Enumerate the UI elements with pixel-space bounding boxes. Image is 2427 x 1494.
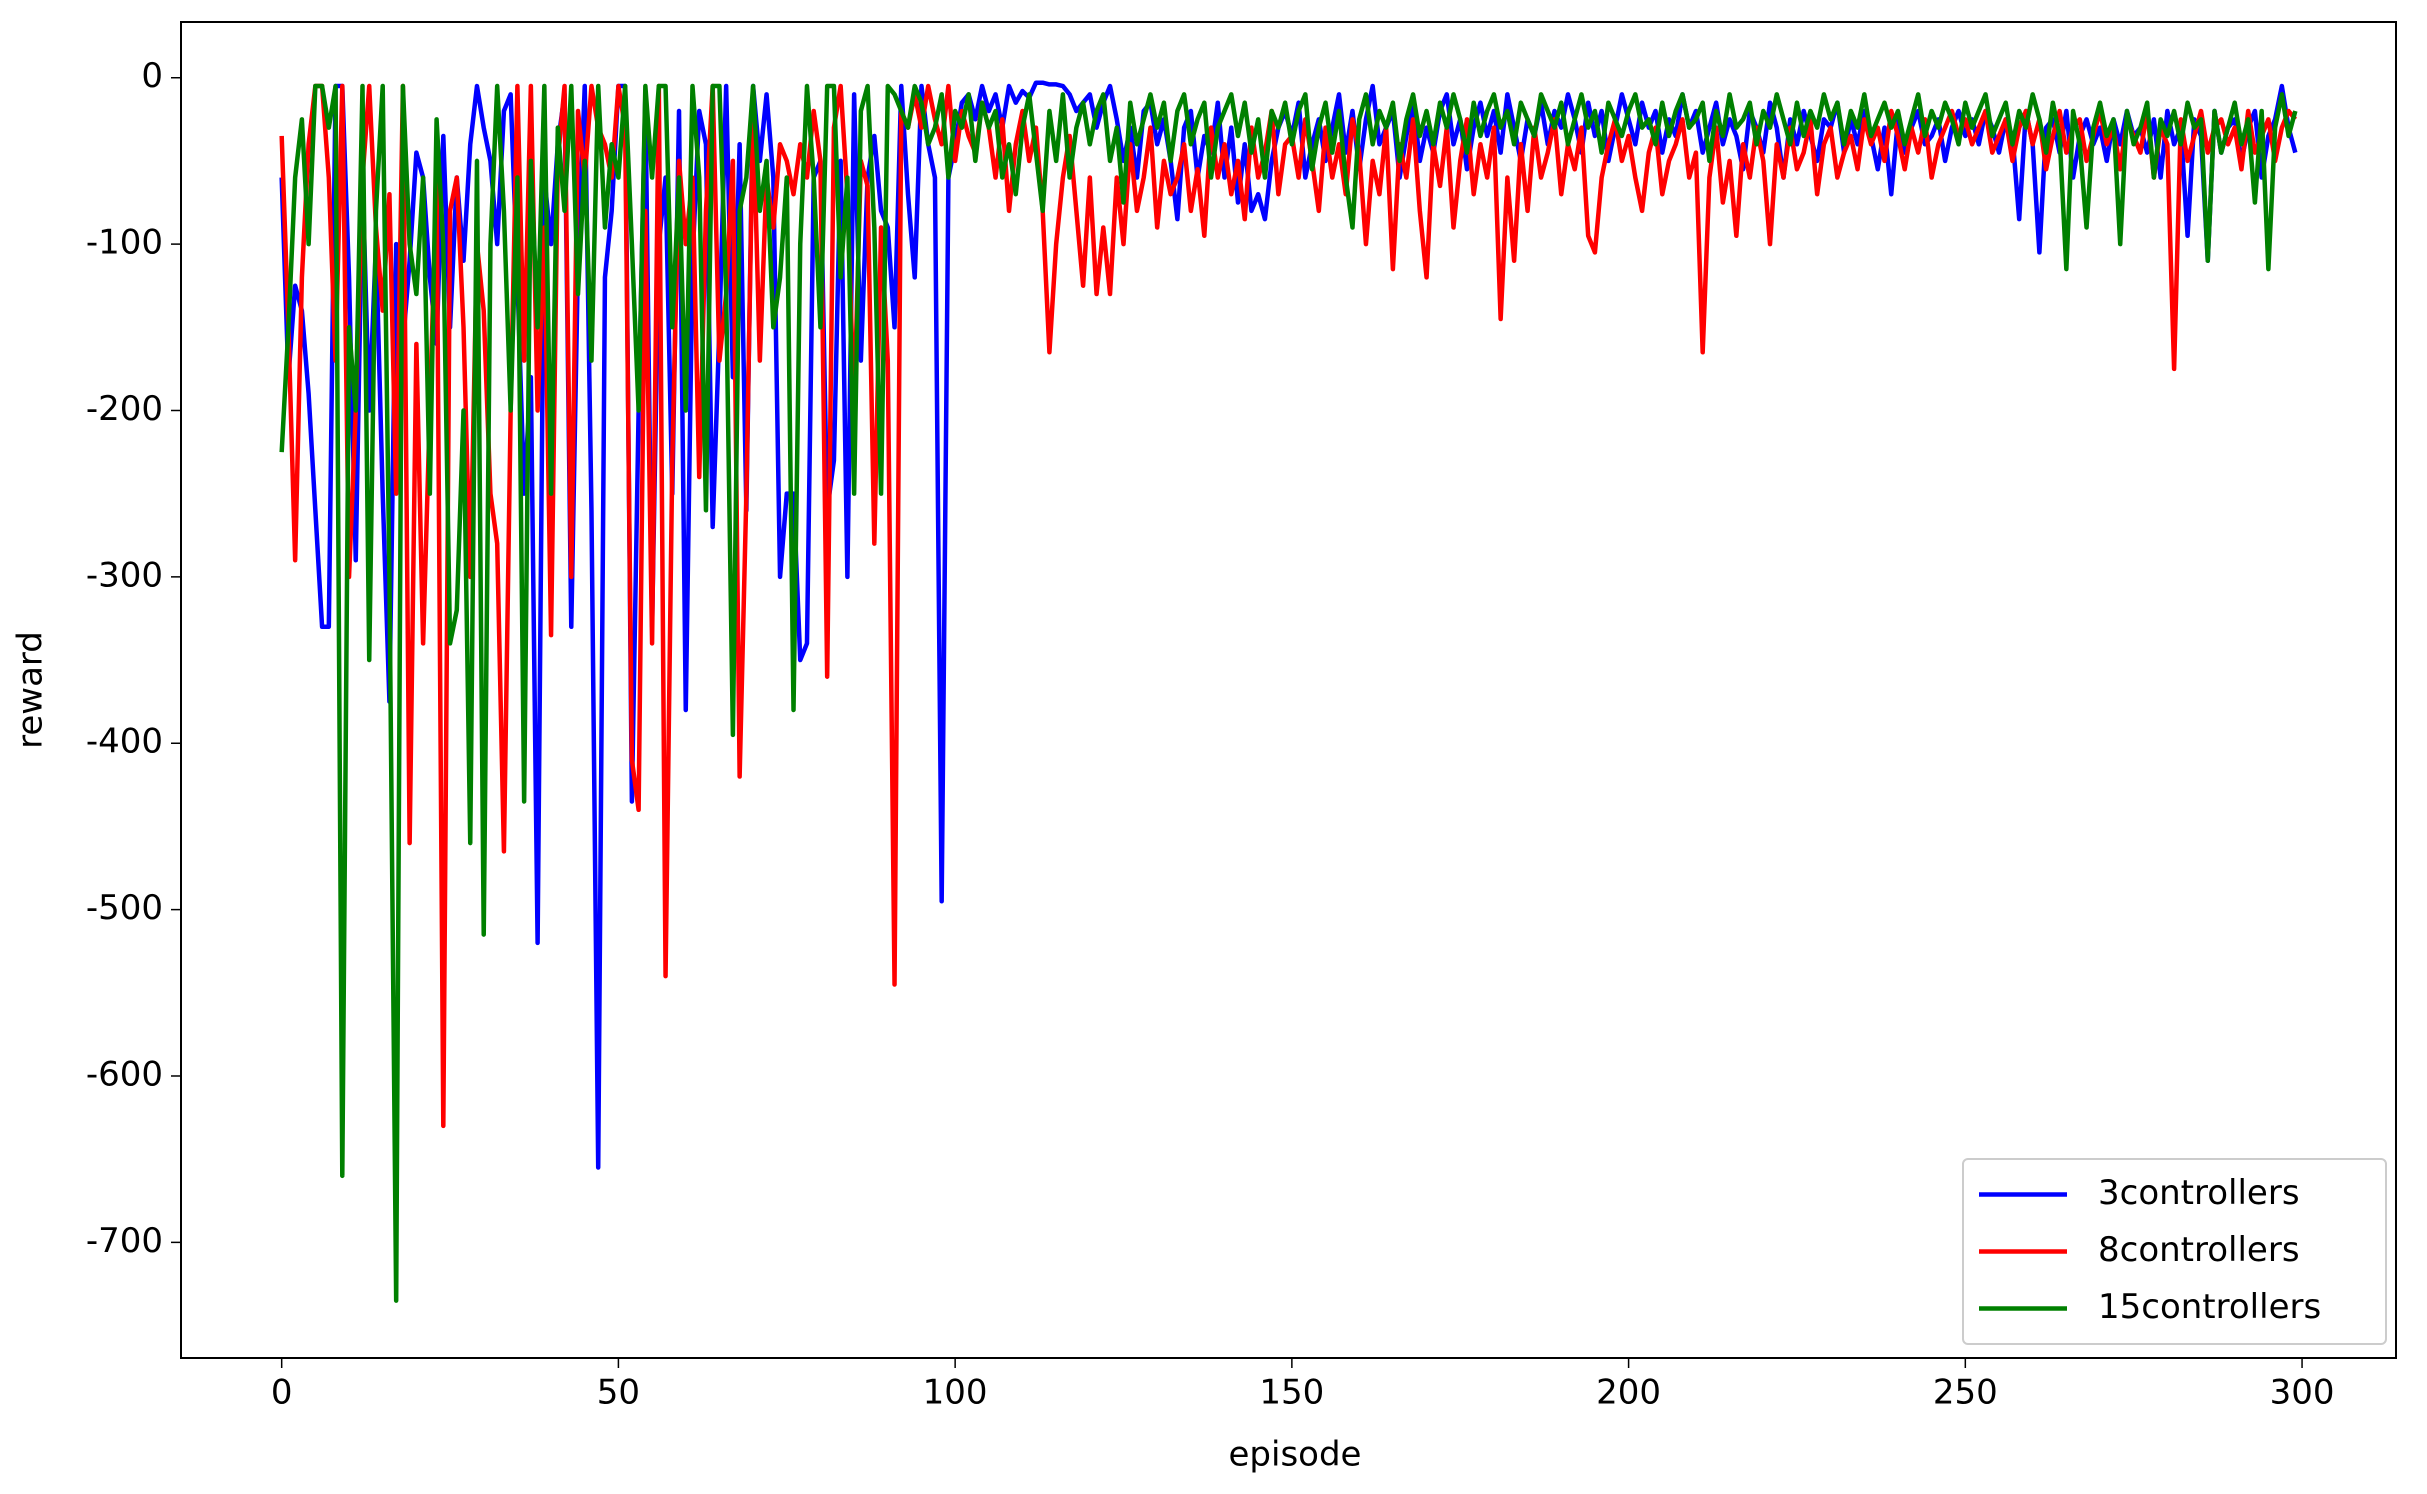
series-line <box>279 80 2298 1170</box>
y-tick-label: 0 <box>141 56 163 96</box>
x-tick-label: 250 <box>1933 1373 1998 1413</box>
y-tick-label: -300 <box>86 555 163 595</box>
series-line <box>279 83 2298 1129</box>
series-line <box>279 83 2298 1303</box>
x-tick-label: 300 <box>2270 1373 2335 1413</box>
x-tick-label: 100 <box>923 1373 988 1413</box>
x-axis-label: episode <box>1229 1435 1362 1475</box>
x-tick-label: 200 <box>1596 1373 1661 1413</box>
legend-label: 8controllers <box>2098 1230 2300 1270</box>
x-tick-label: 0 <box>271 1373 293 1413</box>
y-tick-label: -500 <box>86 888 163 928</box>
y-tick-label: -400 <box>86 722 163 762</box>
legend-label: 15controllers <box>2098 1287 2321 1327</box>
y-axis-label: reward <box>11 631 51 749</box>
legend-label: 3controllers <box>2098 1173 2300 1213</box>
y-tick-label: -600 <box>86 1054 163 1094</box>
plot-frame <box>180 21 2397 1359</box>
x-tick-label: 50 <box>597 1373 640 1413</box>
y-tick-label: -700 <box>86 1221 163 1261</box>
legend-box <box>1962 1158 2387 1345</box>
x-tick-label: 150 <box>1259 1373 1324 1413</box>
y-tick-label: -100 <box>86 223 163 263</box>
y-tick-label: -200 <box>86 389 163 429</box>
